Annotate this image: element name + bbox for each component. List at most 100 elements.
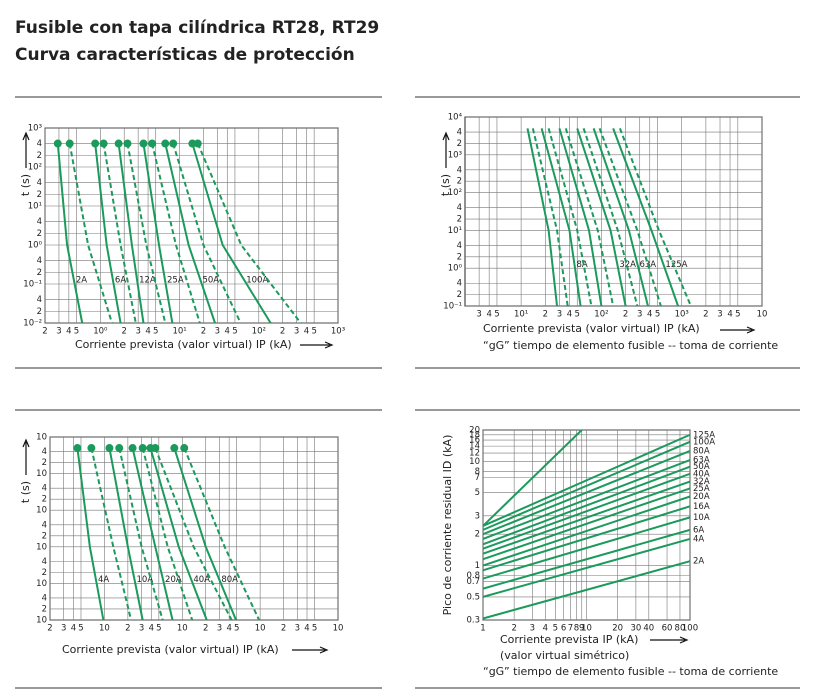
curve bbox=[582, 128, 639, 307]
x-tick-label: 4 bbox=[304, 327, 309, 337]
series-label: 10A bbox=[137, 575, 154, 585]
x-tick-label: 3 bbox=[215, 327, 220, 337]
curve bbox=[482, 433, 691, 527]
y-tick-label: 2 bbox=[457, 252, 462, 262]
x-tick-label: 5 bbox=[735, 310, 740, 320]
arrow bbox=[442, 131, 450, 168]
x-tick-label: 10 bbox=[581, 624, 592, 634]
x-tick-label: 2 bbox=[203, 624, 208, 634]
y-tick-label: 10² bbox=[448, 188, 462, 198]
x-tick-label: 4 bbox=[486, 310, 491, 320]
x-tick-label: 4 bbox=[727, 310, 732, 320]
x-tick-label: 5 bbox=[311, 327, 316, 337]
y-tick-label: 10⁰ bbox=[28, 241, 43, 251]
y-tick-label: 2 bbox=[37, 229, 42, 239]
curve bbox=[482, 472, 691, 550]
y-tick-label: 10 bbox=[36, 579, 47, 589]
x-axis-label: Corriente prevista IP (kA) bbox=[500, 633, 638, 646]
curve bbox=[102, 143, 137, 324]
y-tick-label: 2 bbox=[457, 215, 462, 225]
x-tick-label: 4 bbox=[226, 624, 231, 634]
series-label: 32A bbox=[693, 477, 710, 487]
x-tick-label: 5 bbox=[74, 327, 79, 337]
y-tick-label: 2 bbox=[457, 139, 462, 149]
curve-marker bbox=[139, 139, 148, 148]
y-tick-label: 10 bbox=[36, 433, 47, 443]
x-tick-label: 80 bbox=[675, 624, 686, 634]
curve-marker bbox=[123, 139, 132, 148]
x-tick-label: 4 bbox=[149, 624, 154, 634]
x-axis-label: Corriente prevista (valor virtual) IP (k… bbox=[62, 643, 279, 656]
curve bbox=[94, 143, 122, 324]
x-tick-label: 2 bbox=[47, 624, 52, 634]
x-tick-label: 1 bbox=[480, 624, 485, 634]
series-label: 20A bbox=[165, 575, 182, 585]
series-label: 12A bbox=[139, 276, 156, 286]
x-tick-label: 2 bbox=[280, 327, 285, 337]
series-label: 80A bbox=[693, 446, 710, 456]
curve bbox=[482, 516, 691, 580]
arrow bbox=[720, 326, 756, 334]
x-tick-label: 10² bbox=[252, 327, 266, 337]
x-tick-label: 4 bbox=[66, 327, 71, 337]
x-tick-label: 5 bbox=[312, 624, 317, 634]
x-tick-label: 30 bbox=[630, 624, 641, 634]
x-tick-label: 2 bbox=[703, 310, 708, 320]
x-tick-label: 10¹ bbox=[172, 327, 186, 337]
y-tick-label: 10 bbox=[36, 616, 47, 626]
y-tick-label: 2 bbox=[457, 177, 462, 187]
series-label: 40A bbox=[693, 469, 710, 479]
x-axis-label: Corriente prevista (valor virtual) IP (k… bbox=[483, 322, 700, 335]
y-tick-label: 4 bbox=[37, 178, 42, 188]
curve bbox=[154, 447, 233, 621]
x-tick-label: 10² bbox=[594, 310, 608, 320]
y-tick-label: 2 bbox=[457, 290, 462, 300]
series-label: 125A bbox=[693, 430, 715, 440]
curve bbox=[482, 465, 691, 546]
x-tick-label: 20 bbox=[612, 624, 623, 634]
curve-marker bbox=[115, 444, 124, 453]
curve bbox=[149, 447, 208, 621]
x-tick-label: 3 bbox=[637, 310, 642, 320]
y-tick-label: 2 bbox=[475, 530, 480, 540]
note: “gG” tiempo de elemento fusible -- toma … bbox=[483, 665, 778, 678]
curve bbox=[482, 560, 691, 620]
y-tick-label: 4 bbox=[457, 128, 462, 138]
curve-marker bbox=[105, 444, 114, 453]
x-tick-label: 10⁰ bbox=[93, 327, 108, 337]
y-tick-label: 18 bbox=[469, 430, 480, 440]
y-tick-label: 2 bbox=[42, 604, 47, 614]
plot-area bbox=[49, 436, 339, 621]
y-tick-label: 10⁻¹ bbox=[443, 302, 462, 312]
curve-marker bbox=[180, 444, 189, 453]
x-tick-label: 2 bbox=[281, 624, 286, 634]
page-subtitle: Curva características de protección bbox=[15, 45, 355, 65]
y-tick-label: 16 bbox=[469, 436, 480, 446]
y-tick-label: 0.7 bbox=[466, 577, 480, 587]
y-tick-label: 10 bbox=[469, 457, 480, 467]
y-tick-label: 7 bbox=[475, 473, 480, 483]
x-tick-label: 3 bbox=[717, 310, 722, 320]
x-tick-label: 10 bbox=[99, 624, 110, 634]
x-tick-label: 4 bbox=[647, 310, 652, 320]
series-label: 25A bbox=[167, 276, 184, 286]
x-tick-label: 4 bbox=[304, 624, 309, 634]
y-tick-label: 4 bbox=[457, 241, 462, 251]
x-tick-label: 4 bbox=[567, 310, 572, 320]
series-label: 125A bbox=[665, 260, 687, 270]
x-tick-label: 5 bbox=[232, 327, 237, 337]
y-tick-label: 2 bbox=[42, 495, 47, 505]
y-tick-label: 2 bbox=[42, 458, 47, 468]
curve bbox=[482, 449, 691, 536]
series-label: 6A bbox=[693, 525, 704, 535]
curve bbox=[612, 128, 679, 307]
x-tick-label: 3 bbox=[135, 327, 140, 337]
x-tick-label: 5 bbox=[575, 310, 580, 320]
x-tick-label: 4 bbox=[145, 327, 150, 337]
x-tick-label: 5 bbox=[234, 624, 239, 634]
curve bbox=[118, 447, 164, 621]
y-tick-label: 8 bbox=[475, 467, 480, 477]
curve bbox=[191, 143, 272, 324]
x-tick-label: 2 bbox=[122, 327, 127, 337]
